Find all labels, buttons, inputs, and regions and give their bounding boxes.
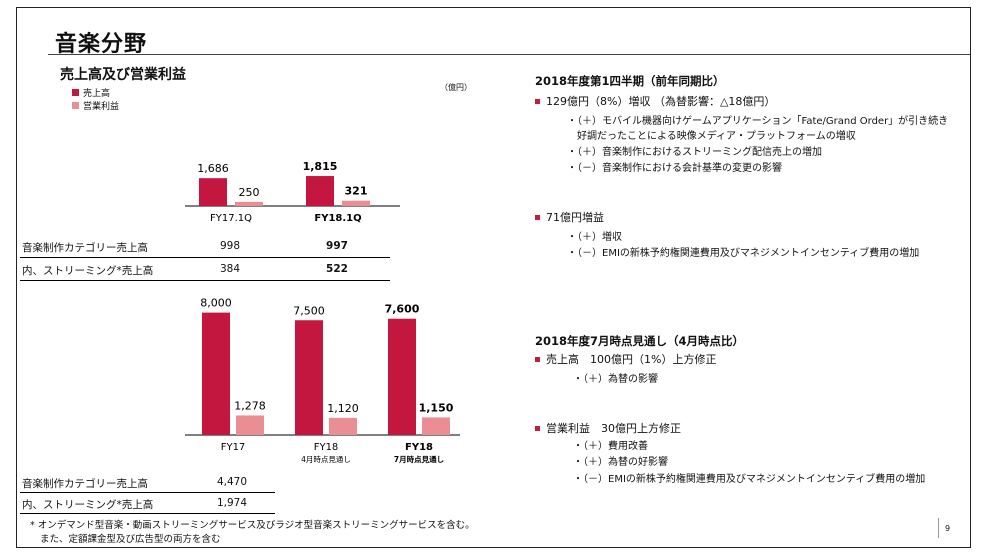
q1-sales-sub-1: ・（＋）モバイル機器向けゲームアプリケーション「Fate/Grand Order… [567,116,949,127]
table1-row1-label: 音楽制作カテゴリー売上高 [22,242,148,254]
bar-profit-2 [422,417,450,435]
fy-profit-sub-2: ・（＋）為替の好影響 [573,457,668,468]
fy-profit-sub-1: ・（＋）費用改善 [573,441,648,452]
q1-profit-sub-2: ・（－）EMIの新株予約権関連費用及びマネジメントインセンティブ費用の増加 [567,248,920,259]
legend-label-profit: 営業利益 [83,102,120,112]
data-label-sales-0: 8,000 [200,297,232,310]
bar-sales-2 [388,318,416,435]
table1-row-divider [20,257,390,258]
unit-label: （億円） [440,83,472,92]
category-label-0: FY17 [221,442,246,453]
bar-sales-1 [295,320,323,435]
footnote-line-2: また、定額課金型及び広告型の両方を含む [40,534,221,545]
table1-bottom-line [20,280,390,281]
data-label-sales-0: 1,686 [197,162,229,175]
table1-row2-label: 内、ストリーミング*売上高 [22,265,154,277]
fy-profit-sub-3: ・（－）EMIの新株予約権関連費用及びマネジメントインセンティブ費用の増加 [573,474,926,485]
category-label-1: FY18 [314,442,339,453]
bar-profit-1 [342,200,370,206]
data-label-profit-2: 1,150 [419,401,454,414]
data-label-profit-1: 1,120 [327,402,359,415]
data-label-profit-1: 321 [345,185,368,198]
legend-swatch-sales [72,89,79,96]
q1-sales-sub-3: ・（＋）音楽制作におけるストリーミング配信売上の増加 [567,147,822,158]
bar-profit-1 [329,417,357,435]
page-title: 音楽分野 [55,32,148,57]
page-number-divider [938,518,939,538]
fy-sales-sub-1: ・（＋）為替の影響 [573,374,658,385]
footnote-line-1: * オンデマンド型音楽・動画ストリーミングサービス及びラジオ型音楽ストリーミング… [30,520,475,531]
legend-item-profit: 営業利益 [72,99,119,112]
category-sublabel-2: 7月時点見通し [394,454,444,464]
category-label-2: FY18 [405,442,433,453]
data-label-profit-0: 250 [239,186,260,199]
title-divider [48,54,970,55]
bar-sales-0 [199,178,227,206]
category-label-1: FY18.1Q [314,213,361,224]
legend-item-sales: 売上高 [72,86,110,99]
q1-bullet-sales: 129億円（8%）増収 （為替影響：△18億円） [535,93,775,109]
legend-swatch-profit [72,102,79,109]
bullet-square-icon [535,214,540,220]
table1-row1-fy18: 997 [326,240,348,252]
table1-row1-fy17: 998 [219,240,241,252]
q1-sales-sub-2: 好調だったことによる映像メディア・プラットフォームの増収 [567,131,856,142]
q1-sales-sub-4: ・（－）音楽制作における会計基準の変更の影響 [567,163,782,174]
q1-bullet-sales-text: 129億円（8%）増収 （為替影響：△18億円） [546,95,776,108]
category-sublabel-1: 4月時点見通し [301,454,351,464]
q1-heading: 2018年度第1四半期（前年同期比） [535,74,725,88]
category-label-0: FY17.1Q [210,213,252,224]
slide-frame [16,7,971,548]
chart-quarterly: 1,686 250 FY17.1Q 1,815 321 FY18.1Q [185,160,400,224]
page-number: 9 [945,524,951,533]
table1-row2-fy18: 522 [326,263,348,275]
data-label-profit-0: 1,278 [234,399,266,412]
table2-row2-fy17: 1,974 [216,497,248,509]
q1-bullet-profit: 71億円増益 [535,209,604,225]
q1-profit-sub-1: ・（＋）増収 [567,232,622,243]
fy-heading: 2018年度7月時点見通し（4月時点比） [535,334,745,348]
fy-bullet-sales: 売上高 100億円（1%）上方修正 [535,351,716,367]
bar-sales-1 [306,176,334,206]
table2-row1-label: 音楽制作カテゴリー売上高 [22,478,148,490]
table2-row-divider [20,492,275,493]
data-label-sales-1: 1,815 [303,160,338,173]
fy-bullet-sales-text: 売上高 100億円（1%）上方修正 [546,353,717,366]
bullet-square-icon [535,425,540,431]
fy-bullet-profit: 営業利益 30億円上方修正 [535,420,681,436]
bar-profit-0 [235,201,263,206]
chart-annual: 8,0001,278FY177,5001,120FY184月時点見通し7,600… [185,297,460,464]
table1-row2-fy17: 384 [219,263,241,275]
data-label-sales-1: 7,500 [293,304,325,317]
table2-row2-label: 内、ストリーミング*売上高 [22,499,154,511]
fy-bullet-profit-text: 営業利益 30億円上方修正 [546,422,681,435]
bullet-square-icon [535,356,540,362]
bullet-square-icon [535,98,540,104]
table2-bottom-line [20,513,275,514]
bar-sales-0 [202,312,230,435]
q1-bullet-profit-text: 71億円増益 [546,211,604,224]
chart-subtitle: 売上高及び営業利益 [60,67,186,83]
table2-row1-fy17: 4,470 [216,476,248,488]
data-label-sales-2: 7,600 [385,303,420,316]
legend-label-sales: 売上高 [83,89,111,99]
bar-profit-0 [236,415,264,435]
